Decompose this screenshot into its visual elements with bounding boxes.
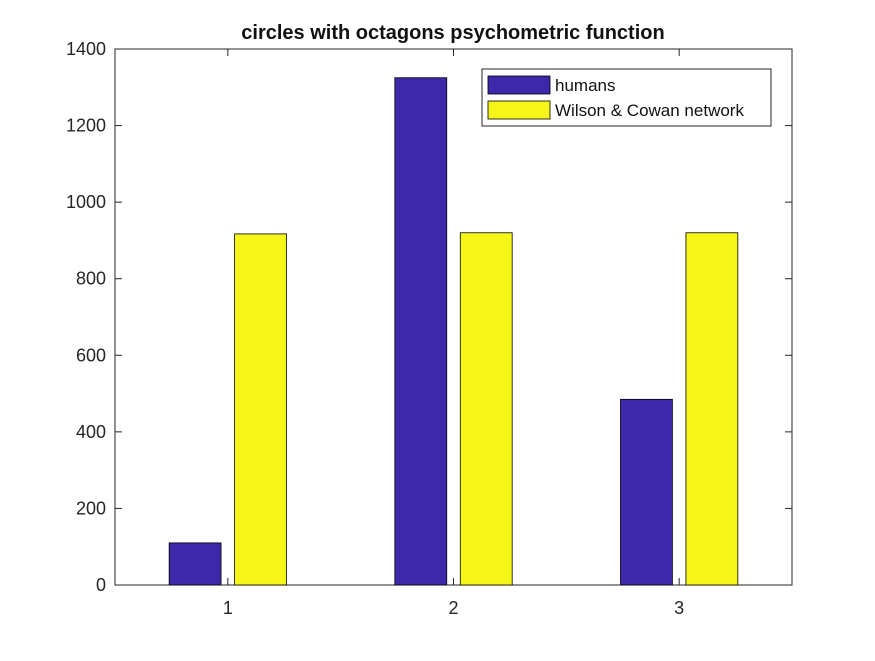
legend-swatch xyxy=(487,100,551,120)
plot-area xyxy=(114,48,793,586)
bar-humans-3 xyxy=(620,398,673,586)
bar-network-2 xyxy=(459,232,513,586)
y-tick-label: 200 xyxy=(76,498,106,518)
legend-swatch xyxy=(487,75,551,95)
x-axis: 1 2 3 xyxy=(223,49,684,618)
legend-label: humans xyxy=(555,76,615,95)
y-tick-label: 0 xyxy=(96,575,106,595)
bar-network-1 xyxy=(234,233,287,586)
x-tick-label: 2 xyxy=(448,598,458,618)
bar-humans-2 xyxy=(394,77,448,586)
y-tick-label: 1200 xyxy=(66,116,106,136)
y-tick-label: 1400 xyxy=(66,39,106,59)
legend-label: Wilson & Cowan network xyxy=(555,101,744,120)
y-tick-label: 600 xyxy=(76,345,106,365)
y-tick-label: 1000 xyxy=(66,192,106,212)
y-tick-label: 400 xyxy=(76,422,106,442)
chart-title: circles with octagons psychometric funct… xyxy=(241,22,664,44)
y-tick-label: 800 xyxy=(76,269,106,289)
x-tick-label: 1 xyxy=(223,598,233,618)
y-axis: 0 200 400 600 800 1000 1200 1400 xyxy=(66,39,792,595)
bar-network-3 xyxy=(685,232,739,586)
legend: humans Wilson & Cowan network xyxy=(481,68,772,127)
x-tick-label: 3 xyxy=(674,598,684,618)
bar-humans-1 xyxy=(168,542,222,586)
bars xyxy=(168,77,739,586)
